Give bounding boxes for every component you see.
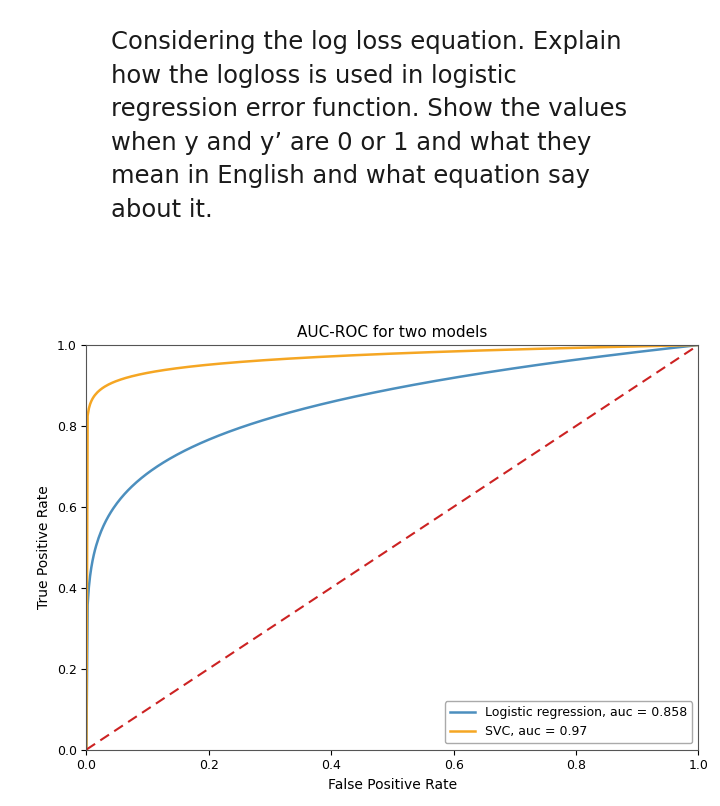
Logistic regression, auc = 0.858 <box>373 387 382 397</box>
Line: Logistic regression, auc = 0.858: Logistic regression, auc = 0.858 <box>86 345 698 750</box>
SVC, auc = 0.97 <box>680 340 688 350</box>
SVC, auc = 0.97 <box>373 350 382 359</box>
Logistic regression, auc = 0.858 <box>694 340 703 350</box>
Legend: Logistic regression, auc = 0.858, SVC, auc = 0.97: Logistic regression, auc = 0.858, SVC, a… <box>445 701 692 743</box>
SVC, auc = 0.97 <box>413 348 422 358</box>
Logistic regression, auc = 0.858 <box>446 373 455 383</box>
Logistic regression, auc = 0.858 <box>82 745 91 754</box>
Title: AUC-ROC for two models: AUC-ROC for two models <box>297 325 487 339</box>
Logistic regression, auc = 0.858 <box>413 380 422 389</box>
Logistic regression, auc = 0.858 <box>377 386 385 396</box>
Logistic regression, auc = 0.858 <box>680 342 688 351</box>
SVC, auc = 0.97 <box>584 343 593 352</box>
SVC, auc = 0.97 <box>446 347 455 356</box>
SVC, auc = 0.97 <box>377 349 385 359</box>
Text: Considering the log loss equation. Explain
how the logloss is used in logistic
r: Considering the log loss equation. Expla… <box>111 30 627 222</box>
Y-axis label: True Positive Rate: True Positive Rate <box>37 485 51 609</box>
Logistic regression, auc = 0.858 <box>584 353 593 363</box>
SVC, auc = 0.97 <box>82 745 91 754</box>
SVC, auc = 0.97 <box>694 340 703 350</box>
X-axis label: False Positive Rate: False Positive Rate <box>328 778 457 791</box>
Line: SVC, auc = 0.97: SVC, auc = 0.97 <box>86 345 698 750</box>
